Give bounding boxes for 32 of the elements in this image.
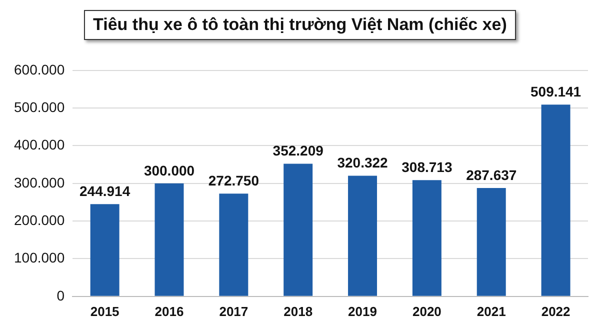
data-label: 244.914 (80, 183, 130, 200)
chart-title: Tiêu thụ xe ô tô toàn thị trường Việt Nam (chiếc xe) (84, 10, 516, 40)
x-tick-label: 2019 (348, 304, 377, 319)
bar (219, 194, 248, 296)
x-tick-label: 2016 (154, 304, 184, 319)
bar (412, 180, 442, 296)
bar (348, 176, 378, 296)
y-tick-label: 0 (56, 287, 65, 304)
y-tick-label: 100.000 (14, 250, 65, 266)
data-label: 308.713 (402, 158, 452, 175)
y-tick-label: 400.000 (14, 136, 65, 153)
bar (476, 188, 506, 296)
x-tick-label: 2018 (284, 304, 313, 319)
bar (154, 183, 184, 296)
data-label: 320.322 (337, 154, 388, 171)
data-label: 352.209 (272, 142, 324, 159)
bar (541, 104, 570, 296)
data-label: 272.750 (208, 172, 260, 189)
data-label: 287.637 (466, 166, 517, 183)
data-label: 300.000 (144, 162, 195, 178)
x-tick-label: 2020 (412, 304, 442, 319)
data-label: 509.141 (530, 83, 582, 100)
y-tick-label: 200.000 (14, 212, 65, 228)
bar (284, 164, 313, 296)
x-tick-label: 2015 (90, 304, 120, 319)
y-tick-label: 300.000 (14, 174, 65, 190)
y-tick-label: 500.000 (14, 98, 65, 115)
bar (90, 204, 120, 296)
y-tick-label: 600.000 (14, 61, 65, 78)
x-tick-label: 2021 (476, 304, 506, 319)
x-tick-label: 2017 (219, 304, 248, 319)
x-tick-label: 2022 (541, 304, 570, 319)
